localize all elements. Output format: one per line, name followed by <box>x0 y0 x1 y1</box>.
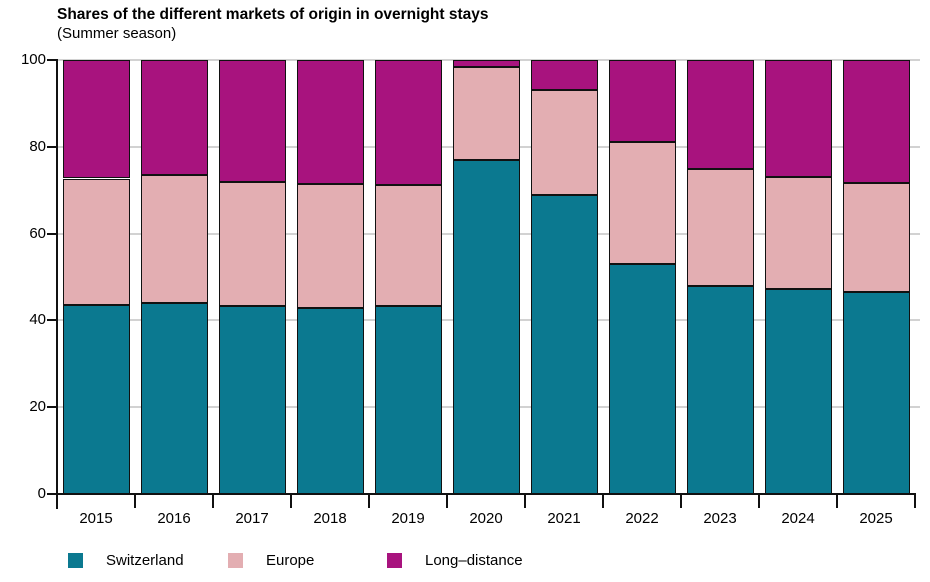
bar-segment-long-distance-2018 <box>296 60 364 185</box>
legend-swatch-switzerland <box>68 553 83 568</box>
bar-segment-switzerland-2015 <box>62 305 130 494</box>
bar-segment-europe-2025 <box>842 183 910 293</box>
bar-segment-switzerland-2018 <box>296 307 364 494</box>
bar-segment-long-distance-2017 <box>218 60 286 183</box>
bar-segment-long-distance-2024 <box>764 60 832 177</box>
bar-segment-switzerland-2023 <box>686 285 754 494</box>
bar-segment-long-distance-2022 <box>608 60 676 143</box>
legend-label: Europe <box>266 552 315 569</box>
bar-segment-europe-2023 <box>686 168 754 286</box>
bar-segment-long-distance-2025 <box>842 60 910 184</box>
legend-label: Switzerland <box>106 552 184 569</box>
bar-segment-switzerland-2019 <box>374 305 442 494</box>
bar-segment-europe-2021 <box>530 89 598 195</box>
legend-label: Long–distance <box>425 552 523 569</box>
bar-segment-switzerland-2025 <box>842 292 910 494</box>
bar-segment-switzerland-2022 <box>608 263 676 494</box>
bar-segment-switzerland-2021 <box>530 194 598 494</box>
bar-segment-europe-2019 <box>374 185 442 306</box>
chart-title: Shares of the different markets of origi… <box>57 6 489 23</box>
bar-segment-long-distance-2016 <box>140 60 208 176</box>
bar-segment-long-distance-2020 <box>452 60 520 67</box>
bar-segment-europe-2015 <box>62 178 130 306</box>
bar-segment-europe-2024 <box>764 176 832 290</box>
bar-segment-switzerland-2017 <box>218 305 286 494</box>
chart-subtitle: (Summer season) <box>57 25 177 42</box>
bar-segment-europe-2022 <box>608 142 676 264</box>
gridline <box>57 59 920 61</box>
bar-segment-long-distance-2021 <box>530 60 598 90</box>
bar-segment-long-distance-2015 <box>62 60 130 179</box>
bar-segment-europe-2018 <box>296 184 364 308</box>
legend-swatch-long-distance <box>387 553 402 568</box>
bar-segment-europe-2016 <box>140 175 208 304</box>
bar-segment-long-distance-2023 <box>686 60 754 169</box>
plot-area <box>57 59 920 494</box>
bar-segment-europe-2020 <box>452 66 520 160</box>
legend-swatch-europe <box>228 553 243 568</box>
bar-segment-long-distance-2019 <box>374 60 442 185</box>
bar-segment-switzerland-2020 <box>452 159 520 494</box>
bar-segment-europe-2017 <box>218 182 286 306</box>
